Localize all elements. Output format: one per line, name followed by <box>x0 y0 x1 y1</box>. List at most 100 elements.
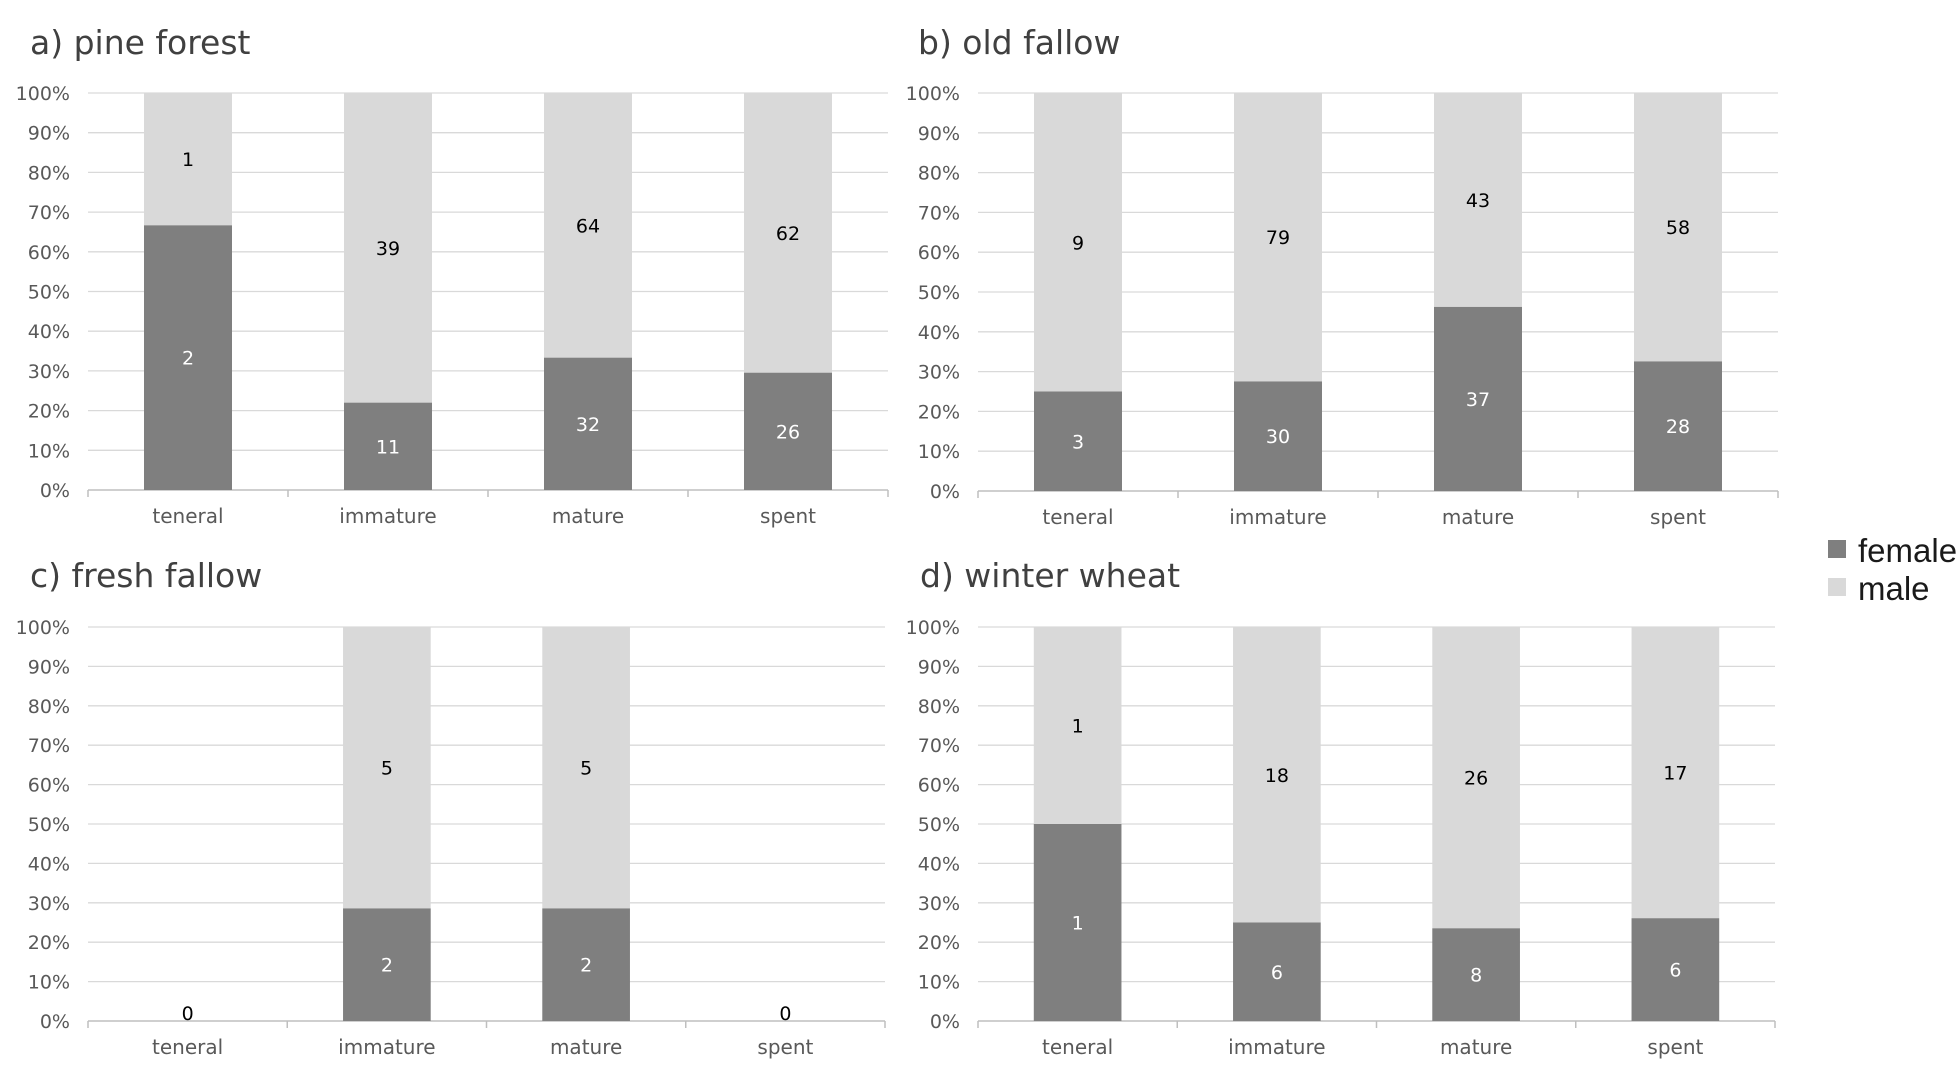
y-tick-label: 0% <box>930 1011 960 1033</box>
y-tick-label: 90% <box>918 656 960 678</box>
bar-male <box>1432 627 1520 929</box>
y-tick-label: 100% <box>906 617 960 639</box>
y-tick-label: 30% <box>918 362 960 384</box>
data-label: 0 <box>182 1003 194 1025</box>
category-label: teneral <box>152 504 223 528</box>
data-label-female: 1 <box>1072 913 1084 935</box>
category-label: immature <box>1228 1035 1325 1059</box>
category-label: mature <box>1442 505 1514 529</box>
y-tick-label: 70% <box>918 735 960 757</box>
y-tick-label: 40% <box>918 853 960 875</box>
y-tick-label: 0% <box>40 480 70 502</box>
data-label-male: 26 <box>1464 768 1488 790</box>
bar-female <box>1234 381 1322 491</box>
category-label: spent <box>1650 505 1706 529</box>
y-tick-label: 60% <box>918 775 960 797</box>
y-tick-label: 90% <box>28 656 70 678</box>
y-tick-label: 80% <box>918 696 960 718</box>
legend-swatch-female <box>1828 540 1846 558</box>
bar-male <box>343 627 431 909</box>
y-tick-label: 80% <box>28 696 70 718</box>
y-tick-label: 20% <box>918 932 960 954</box>
category-label: immature <box>339 504 436 528</box>
category-label: teneral <box>1042 1035 1113 1059</box>
data-label-female: 3 <box>1072 431 1084 453</box>
y-tick-label: 90% <box>918 123 960 145</box>
data-label-male: 5 <box>580 758 592 780</box>
data-label-male: 39 <box>376 238 400 260</box>
data-label-male: 5 <box>381 758 393 780</box>
y-tick-label: 10% <box>28 972 70 994</box>
y-tick-label: 0% <box>930 481 960 503</box>
y-tick-label: 30% <box>28 361 70 383</box>
data-label-female: 26 <box>776 421 800 443</box>
y-tick-label: 60% <box>918 242 960 264</box>
bar-male <box>542 627 630 909</box>
y-tick-label: 90% <box>28 123 70 145</box>
y-tick-label: 40% <box>28 853 70 875</box>
bar-female <box>1631 918 1720 1021</box>
y-tick-label: 40% <box>28 321 70 343</box>
bar-male <box>1233 627 1321 923</box>
y-tick-label: 40% <box>918 322 960 344</box>
legend-label-male: male <box>1858 570 1930 607</box>
data-label-male: 9 <box>1072 232 1084 254</box>
data-label-female: 37 <box>1466 389 1490 411</box>
bar-male <box>344 93 432 403</box>
data-label-male: 43 <box>1466 190 1490 212</box>
y-tick-label: 70% <box>28 735 70 757</box>
data-label-female: 30 <box>1266 426 1290 448</box>
panel-title: b) old fallow <box>918 23 1120 62</box>
y-tick-label: 30% <box>918 893 960 915</box>
y-tick-label: 70% <box>918 202 960 224</box>
bar-male <box>1631 627 1720 919</box>
bar-female <box>344 402 432 490</box>
bar-male <box>1034 93 1122 392</box>
data-label: 0 <box>779 1003 791 1025</box>
bar-female <box>1432 928 1520 1021</box>
category-label: spent <box>1647 1035 1703 1059</box>
bar-male <box>1634 93 1722 362</box>
data-label-female: 11 <box>376 436 400 458</box>
bar-male <box>744 93 832 373</box>
data-label-male: 58 <box>1666 217 1690 239</box>
y-tick-label: 0% <box>40 1011 70 1033</box>
y-tick-label: 20% <box>28 932 70 954</box>
data-label-female: 2 <box>580 955 592 977</box>
bar-male <box>544 93 632 358</box>
bar-male <box>1033 627 1122 824</box>
y-tick-label: 60% <box>28 242 70 264</box>
data-label-female: 6 <box>1669 960 1681 982</box>
y-tick-label: 10% <box>918 441 960 463</box>
category-label: teneral <box>152 1035 223 1059</box>
panel-title: a) pine forest <box>30 23 251 62</box>
panel-a: a) pine forest 0% 10% 20% 30% 40% 50% 60% 70% 80%… <box>16 23 889 528</box>
data-label-female: 2 <box>182 348 194 370</box>
y-tick-label: 20% <box>918 401 960 423</box>
bar-female <box>144 225 232 491</box>
category-label: mature <box>550 1035 622 1059</box>
panel-title: c) fresh fallow <box>30 556 262 595</box>
y-tick-label: 10% <box>918 972 960 994</box>
y-tick-label: 80% <box>918 163 960 185</box>
panel-c: c) fresh fallow 0% 10% 20% 30% 40% 50% 60% 70% 80… <box>16 556 886 1059</box>
y-tick-label: 70% <box>28 202 70 224</box>
y-tick-label: 80% <box>28 162 70 184</box>
category-label: immature <box>1229 505 1326 529</box>
y-tick-label: 100% <box>906 83 960 105</box>
y-tick-label: 60% <box>28 775 70 797</box>
category-label: mature <box>552 504 624 528</box>
y-tick-label: 10% <box>28 440 70 462</box>
bar-female <box>343 908 431 1021</box>
y-tick-label: 100% <box>16 617 70 639</box>
legend-swatch-male <box>1828 578 1846 596</box>
legend-label-female: female <box>1858 532 1957 569</box>
data-label-male: 18 <box>1265 765 1289 787</box>
y-tick-label: 20% <box>28 401 70 423</box>
category-label: spent <box>757 1035 813 1059</box>
category-label: immature <box>338 1035 435 1059</box>
panel-b: b) old fallow 0% 10% 20% 30% 40% 50% 60% 70% 80% 9… <box>906 23 1779 529</box>
data-label-female: 28 <box>1666 416 1690 438</box>
bar-male <box>1234 93 1322 382</box>
